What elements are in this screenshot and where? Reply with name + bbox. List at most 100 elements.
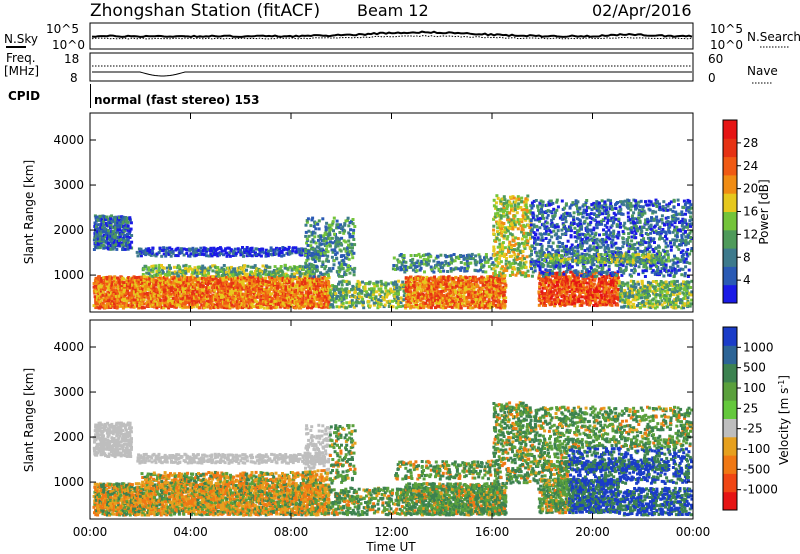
heatmap-cell <box>541 280 545 284</box>
heatmap-cell <box>144 284 148 288</box>
heatmap-cell <box>230 278 234 282</box>
heatmap-cell <box>457 301 461 305</box>
heatmap-cell <box>682 288 686 291</box>
heatmap-cell <box>142 275 146 278</box>
heatmap-cell <box>132 286 135 290</box>
heatmap-cell <box>444 287 448 291</box>
heatmap-cell <box>207 287 211 291</box>
heatmap-cell <box>422 288 426 292</box>
heatmap-cell <box>270 285 274 289</box>
heatmap-cell <box>174 300 178 304</box>
heatmap-cell <box>268 278 272 282</box>
heatmap-cell <box>541 277 545 281</box>
heatmap-cell <box>136 304 140 308</box>
heatmap-cell <box>127 276 131 280</box>
heatmap-cell <box>207 271 211 275</box>
heatmap-cell <box>592 288 596 292</box>
heatmap-cell <box>492 302 496 305</box>
heatmap-cell <box>157 281 161 285</box>
heatmap-cell <box>435 292 439 296</box>
heatmap-cell <box>368 280 372 284</box>
heatmap-cell <box>184 278 188 281</box>
heatmap-cell <box>303 299 307 303</box>
heatmap-cell <box>278 279 282 283</box>
heatmap-cell <box>166 302 170 306</box>
heatmap-cell <box>103 292 107 296</box>
heatmap-cell <box>573 287 576 291</box>
heatmap-cell <box>485 290 489 294</box>
heatmap-cell <box>289 293 293 297</box>
heatmap-cell <box>673 286 677 290</box>
heatmap-cell <box>370 287 374 291</box>
heatmap-cell <box>110 282 114 286</box>
heatmap-cell <box>209 281 212 285</box>
heatmap-cell <box>209 246 213 250</box>
heatmap-cell <box>351 303 354 307</box>
heatmap-cell <box>391 299 394 303</box>
heatmap-cell <box>429 276 433 280</box>
heatmap-cell <box>284 300 288 304</box>
heatmap-cell <box>252 305 256 309</box>
heatmap-cell <box>687 282 691 286</box>
heatmap-cell <box>457 291 461 295</box>
heatmap-cell <box>93 295 97 299</box>
heatmap-cell <box>177 280 181 284</box>
heatmap-cell <box>130 296 134 300</box>
heatmap-cell <box>471 306 475 310</box>
heatmap-cell <box>404 280 408 284</box>
heatmap-cell <box>420 285 424 289</box>
heatmap-cell <box>567 296 571 300</box>
heatmap-cell <box>580 295 584 299</box>
heatmap-cell <box>537 303 541 307</box>
heatmap-cell <box>626 284 630 288</box>
heatmap-cell <box>214 305 218 309</box>
heatmap-cell <box>659 293 663 297</box>
heatmap-cell <box>395 289 399 293</box>
heatmap-cell <box>553 288 557 292</box>
heatmap-cell <box>325 302 329 306</box>
heatmap-cell <box>306 284 310 288</box>
heatmap-cell <box>164 292 168 296</box>
heatmap-cell <box>260 305 264 308</box>
heatmap-cell <box>123 247 127 251</box>
heatmap-cell <box>143 302 147 306</box>
heatmap-cell <box>130 291 134 295</box>
heatmap-cell <box>319 252 323 256</box>
heatmap-cell <box>603 288 607 292</box>
heatmap-cell <box>427 286 431 289</box>
heatmap-cell <box>433 289 437 293</box>
heatmap-cell <box>152 278 156 282</box>
heatmap-cell <box>449 286 453 290</box>
heatmap-cell <box>585 285 589 289</box>
heatmap-cell <box>497 291 501 295</box>
heatmap-cell <box>367 287 371 291</box>
heatmap-cell <box>562 277 566 280</box>
heatmap-cell <box>107 287 111 291</box>
heatmap-cell <box>294 293 298 297</box>
heatmap-cell <box>335 297 339 300</box>
heatmap-cell <box>651 305 655 309</box>
heatmap-cell <box>295 265 299 269</box>
heatmap-cell <box>192 299 196 303</box>
heatmap-cell <box>297 288 300 292</box>
heatmap-cell <box>395 286 399 290</box>
heatmap-cell <box>441 286 445 290</box>
heatmap-cell <box>472 300 476 304</box>
heatmap-cell <box>309 263 313 266</box>
heatmap-cell <box>566 281 570 285</box>
heatmap-cell <box>394 280 397 284</box>
heatmap-cell <box>92 238 96 242</box>
heatmap-cell <box>310 286 314 290</box>
heatmap-cell <box>162 287 166 291</box>
heatmap-cell <box>629 279 633 283</box>
heatmap-cell <box>169 294 173 298</box>
heatmap-cell <box>276 271 280 275</box>
heatmap-cell <box>313 291 317 295</box>
heatmap-cell <box>236 276 240 280</box>
heatmap-cell <box>569 270 573 274</box>
heatmap-cell <box>655 293 659 297</box>
heatmap-cell <box>455 305 459 309</box>
heatmap-cell <box>545 274 549 278</box>
heatmap-cell <box>480 305 484 309</box>
heatmap-cell <box>193 276 197 280</box>
